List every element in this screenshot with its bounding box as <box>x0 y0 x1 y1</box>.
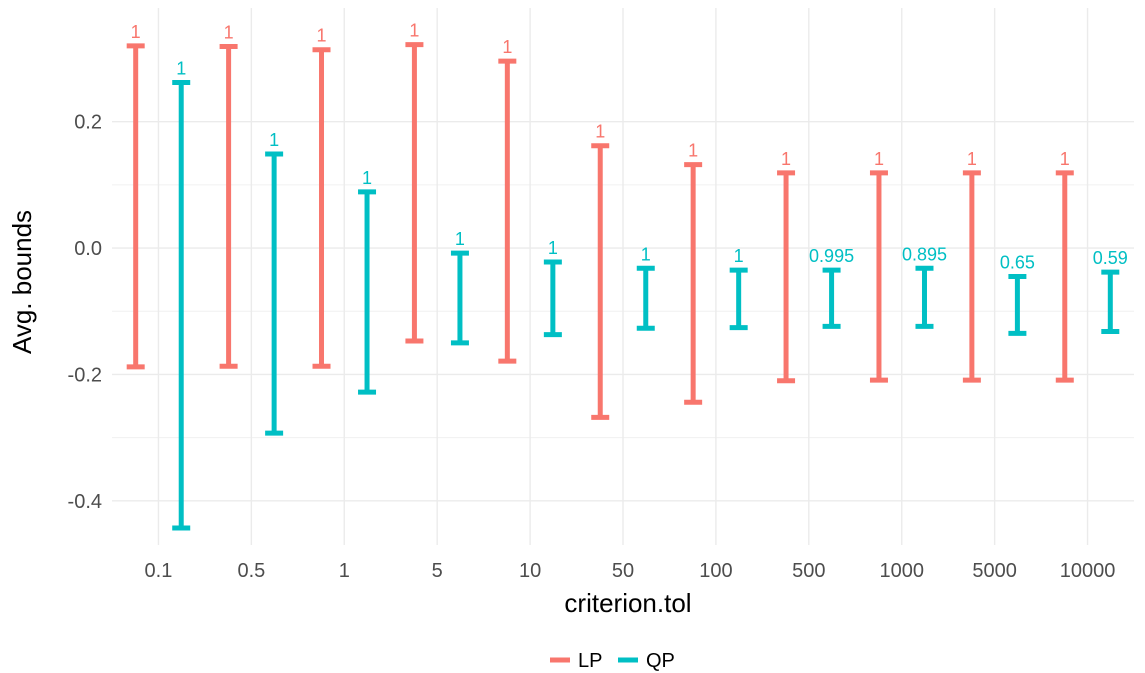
y-tick-label: 0.0 <box>74 238 102 260</box>
lp-data-label: 1 <box>224 23 234 43</box>
error-bars <box>126 42 1120 531</box>
qp-errorbar <box>729 267 748 331</box>
x-tick-label: 100 <box>699 560 732 582</box>
x-tick-label: 0.1 <box>145 560 173 582</box>
lp-errorbar <box>869 170 888 383</box>
lp-data-label: 1 <box>409 21 419 41</box>
legend-label-qp: QP <box>646 650 675 672</box>
legend: LP QP <box>550 650 675 672</box>
x-tick-label: 500 <box>792 560 825 582</box>
y-axis-tick-labels: 0.2 0.0 -0.2 -0.4 <box>68 112 102 513</box>
qp-data-label: 1 <box>455 229 465 249</box>
qp-errorbar <box>172 80 191 531</box>
x-tick-label: 50 <box>612 560 634 582</box>
x-axis-title: criterion.tol <box>564 588 691 618</box>
lp-errorbar <box>126 43 145 370</box>
x-tick-label: 0.5 <box>237 560 265 582</box>
lp-data-label: 1 <box>688 141 698 161</box>
qp-errorbar <box>822 267 841 329</box>
qp-data-label: 0.895 <box>902 244 947 264</box>
y-tick-label: 0.2 <box>74 112 102 134</box>
qp-errorbar <box>1101 269 1120 334</box>
legend-item-qp: QP <box>618 650 675 672</box>
x-tick-label: 1 <box>339 560 350 582</box>
x-tick-label: 1000 <box>879 560 924 582</box>
data-labels: 1 1 1 1 1 1 1 1 1 1 1 1 1 1 1 1 1 1 0.995 0.895 0.65 0.59 <box>131 21 1128 273</box>
qp-errorbar <box>265 151 284 436</box>
lp-errorbar <box>684 162 703 405</box>
qp-data-label: 0.995 <box>809 246 854 266</box>
qp-errorbar <box>450 250 469 346</box>
lp-errorbar <box>312 47 331 369</box>
lp-errorbar <box>962 170 981 383</box>
x-tick-label: 10 <box>519 560 541 582</box>
x-axis-tick-labels: 0.1 0.5 1 5 10 50 100 500 1000 5000 10000 <box>145 560 1116 582</box>
lp-data-label: 1 <box>967 149 977 169</box>
x-tick-label: 5 <box>432 560 443 582</box>
grid-lines <box>112 8 1134 545</box>
lp-data-label: 1 <box>1060 149 1070 169</box>
qp-errorbar <box>1008 274 1027 336</box>
lp-errorbar <box>219 44 238 369</box>
qp-data-label: 0.59 <box>1093 248 1128 268</box>
y-tick-label: -0.2 <box>68 364 102 386</box>
legend-label-lp: LP <box>578 650 602 672</box>
lp-data-label: 1 <box>874 149 884 169</box>
lp-data-label: 1 <box>131 22 141 42</box>
y-tick-label: -0.4 <box>68 491 102 513</box>
qp-errorbar <box>636 265 655 331</box>
lp-errorbar <box>498 58 517 364</box>
lp-data-label: 1 <box>781 149 791 169</box>
qp-errorbar <box>543 259 562 338</box>
qp-data-label: 1 <box>362 168 372 188</box>
qp-errorbar <box>915 265 934 329</box>
lp-errorbar <box>1055 170 1074 383</box>
lp-data-label: 1 <box>502 37 512 57</box>
lp-errorbar <box>777 170 796 384</box>
qp-data-label: 1 <box>269 130 279 150</box>
legend-item-lp: LP <box>550 650 602 672</box>
lp-data-label: 1 <box>317 26 327 46</box>
qp-data-label: 1 <box>548 238 558 258</box>
lp-errorbar <box>591 143 610 420</box>
qp-errorbar <box>358 189 377 395</box>
x-tick-label: 5000 <box>972 560 1017 582</box>
x-tick-label: 10000 <box>1060 560 1116 582</box>
qp-data-label: 1 <box>734 246 744 266</box>
lp-data-label: 1 <box>595 122 605 142</box>
qp-data-label: 1 <box>176 59 186 79</box>
lp-errorbar <box>405 42 424 344</box>
qp-data-label: 1 <box>641 244 651 264</box>
qp-data-label: 0.65 <box>1000 253 1035 273</box>
y-axis-title: Avg. bounds <box>7 210 37 354</box>
